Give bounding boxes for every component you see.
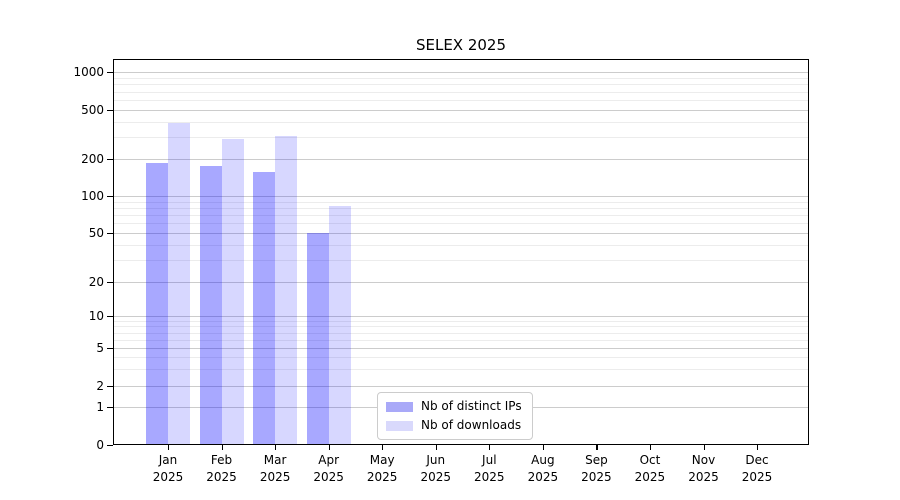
x-tick-label-jan: Jan 2025 xyxy=(152,453,184,484)
y-tick-mark xyxy=(107,386,113,388)
bar-downloads-mar xyxy=(275,135,298,445)
x-tick-mark xyxy=(435,445,437,450)
y-tick-label: 500 xyxy=(81,103,104,117)
minor-gridline xyxy=(114,339,808,341)
x-tick-label-dec: Dec 2025 xyxy=(741,453,773,484)
y-tick-label: 0 xyxy=(96,438,104,452)
y-tick-label: 2 xyxy=(96,379,104,393)
major-gridline xyxy=(114,386,808,387)
x-tick-mark xyxy=(649,445,652,450)
x-tick-mark xyxy=(221,445,223,450)
major-gridline xyxy=(114,233,808,234)
legend-item-distinct-ips: Nb of distinct IPs xyxy=(386,399,522,414)
minor-gridline xyxy=(114,100,808,101)
major-gridline xyxy=(114,72,808,73)
minor-gridline xyxy=(114,77,808,79)
y-tick-label: 5 xyxy=(96,341,104,355)
x-tick-label-apr: Apr 2025 xyxy=(313,453,344,484)
legend-item-downloads: Nb of downloads xyxy=(386,418,522,433)
y-tick-label: 1000 xyxy=(73,65,104,79)
y-tick-mark xyxy=(107,282,113,284)
chart-title: SELEX 2025 xyxy=(415,36,507,54)
x-tick-label-may: May 2025 xyxy=(366,453,398,484)
bar-distinct-ips-feb xyxy=(199,166,222,445)
minor-gridline xyxy=(114,357,808,359)
y-tick-mark xyxy=(107,348,113,350)
x-tick-mark xyxy=(275,445,277,450)
major-gridline xyxy=(114,348,808,349)
minor-gridline xyxy=(114,244,808,246)
y-tick-mark xyxy=(107,196,113,198)
x-tick-mark xyxy=(328,445,330,450)
y-tick-mark xyxy=(107,407,113,409)
minor-gridline xyxy=(114,215,808,216)
y-tick-label: 20 xyxy=(88,275,104,289)
x-tick-mark xyxy=(596,445,598,450)
y-tick-label: 10 xyxy=(88,309,104,323)
bar-distinct-ips-mar xyxy=(253,171,276,445)
major-gridline xyxy=(114,159,808,160)
y-tick-label: 100 xyxy=(81,189,104,203)
legend-label-distinct-ips: Nb of distinct IPs xyxy=(421,399,522,413)
minor-gridline xyxy=(114,137,808,139)
x-tick-label-nov: Nov 2025 xyxy=(688,453,719,484)
x-tick-label-aug: Aug 2025 xyxy=(527,453,559,484)
y-tick-mark xyxy=(107,159,113,161)
y-tick-mark xyxy=(107,233,113,235)
minor-gridline xyxy=(114,332,808,334)
minor-gridline xyxy=(114,369,808,371)
minor-gridline xyxy=(114,207,808,209)
x-tick-label-jul: Jul 2025 xyxy=(474,453,505,484)
x-tick-mark xyxy=(489,445,491,450)
legend: Nb of distinct IPs Nb of downloads xyxy=(377,392,533,440)
x-tick-mark xyxy=(168,445,170,450)
minor-gridline xyxy=(114,260,808,262)
downloads-swatch-icon xyxy=(386,420,413,431)
y-tick-label: 1 xyxy=(96,400,104,414)
x-tick-label-oct: Oct 2025 xyxy=(634,453,666,484)
x-tick-label-mar: Mar 2025 xyxy=(259,453,291,484)
minor-gridline xyxy=(114,223,808,225)
bar-distinct-ips-jan xyxy=(146,163,168,445)
minor-gridline xyxy=(114,91,808,93)
major-gridline xyxy=(114,110,808,111)
y-tick-mark xyxy=(107,316,113,318)
distinct-ips-swatch-icon xyxy=(386,401,413,412)
minor-gridline xyxy=(114,84,808,86)
minor-gridline xyxy=(114,320,808,322)
bar-downloads-apr xyxy=(328,205,351,445)
y-tick-label: 200 xyxy=(81,152,104,166)
bar-downloads-jan xyxy=(168,123,190,445)
minor-gridline xyxy=(114,121,808,123)
legend-label-downloads: Nb of downloads xyxy=(421,418,522,432)
bar-distinct-ips-apr xyxy=(306,233,329,445)
y-tick-mark xyxy=(107,445,113,447)
x-tick-mark xyxy=(382,445,384,450)
minor-gridline xyxy=(114,326,808,328)
y-tick-label: 50 xyxy=(88,226,104,240)
x-tick-mark xyxy=(703,445,705,450)
bar-downloads-feb xyxy=(221,139,244,445)
x-tick-label-feb: Feb 2025 xyxy=(206,453,237,484)
y-tick-mark xyxy=(107,110,113,112)
major-gridline xyxy=(114,282,808,283)
x-tick-mark xyxy=(757,445,759,450)
y-tick-mark xyxy=(107,72,113,74)
x-tick-mark xyxy=(542,445,545,450)
major-gridline xyxy=(114,316,808,317)
major-gridline xyxy=(114,196,808,197)
minor-gridline xyxy=(114,201,808,203)
x-tick-label-jun: Jun 2025 xyxy=(420,453,452,484)
x-tick-label-sep: Sep 2025 xyxy=(581,453,612,484)
